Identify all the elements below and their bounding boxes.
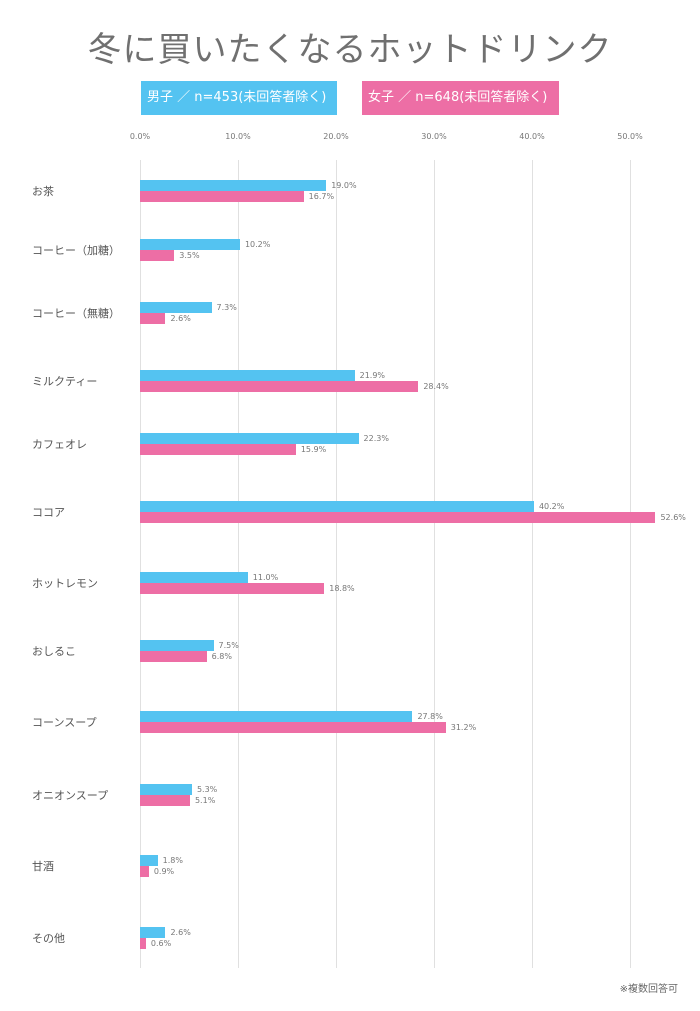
bar-female: [140, 722, 446, 733]
x-tick-label: 30.0%: [421, 132, 447, 141]
data-label: 0.6%: [150, 939, 172, 948]
data-label: 6.8%: [211, 652, 232, 661]
data-label: 28.4%: [423, 382, 449, 391]
data-label: 7.5%: [218, 641, 239, 650]
bar-male: [140, 711, 413, 722]
bar-male: [140, 640, 214, 651]
data-label: 21.9%: [359, 371, 386, 380]
x-tick-label: 40.0%: [519, 132, 545, 141]
data-label: 31.2%: [450, 723, 477, 732]
x-tick-label: 20.0%: [323, 132, 349, 141]
bar-male: [140, 784, 192, 795]
x-tick-label: 10.0%: [225, 132, 251, 141]
category-label: カフェオレ: [32, 438, 87, 451]
data-label: 22.3%: [363, 434, 389, 443]
category-label: 甘酒: [32, 860, 54, 873]
bar-male: [140, 302, 212, 313]
x-tick-label: 50.0%: [617, 132, 643, 141]
bar-female: [140, 938, 146, 949]
bar-female: [140, 583, 325, 594]
data-label: 19.0%: [331, 181, 357, 190]
data-label: 18.8%: [329, 584, 355, 593]
gridline: [630, 160, 631, 968]
chart-title: 冬に買いたくなるホットドリンク: [87, 30, 613, 70]
data-label: 0.9%: [153, 867, 175, 876]
bar-female: [140, 795, 190, 806]
bar-male: [140, 370, 355, 381]
data-label: 3.5%: [179, 251, 200, 260]
category-label: コーヒー（加糖）: [32, 244, 120, 257]
category-label: コーンスープ: [32, 716, 97, 729]
category-label: オニオンスープ: [32, 789, 109, 802]
category-label: おしるこ: [32, 645, 76, 658]
category-label: ココア: [32, 506, 65, 519]
bar-female: [140, 250, 175, 261]
data-label: 40.2%: [538, 502, 565, 511]
bar-male: [140, 433, 359, 444]
data-label: 27.8%: [417, 712, 443, 721]
bar-male: [140, 572, 248, 583]
data-label: 5.1%: [194, 796, 216, 805]
data-label: 7.3%: [216, 303, 237, 312]
bar-female: [140, 191, 304, 202]
bar-female: [140, 313, 166, 324]
gridline: [336, 160, 337, 968]
category-label: コーヒー（無糖）: [32, 307, 120, 320]
bar-male: [140, 855, 158, 866]
x-tick-label: 0.0%: [129, 132, 151, 141]
data-label: 1.8%: [162, 856, 183, 865]
data-label: 52.6%: [660, 513, 686, 522]
bar-female: [140, 651, 207, 662]
gridline: [434, 160, 435, 968]
legend-female: 女子 ／ n=648(未回答者除く): [362, 81, 559, 115]
gridline: [238, 160, 239, 968]
legend-male: 男子 ／ n=453(未回答者除く): [141, 81, 337, 115]
data-label: 16.7%: [308, 192, 335, 201]
data-label: 2.6%: [170, 928, 191, 937]
category-label: お茶: [32, 185, 54, 198]
category-label: その他: [32, 932, 65, 945]
data-label: 10.2%: [244, 240, 271, 249]
gridline: [140, 160, 141, 968]
bar-female: [140, 512, 656, 523]
bar-male: [140, 239, 240, 250]
bar-female: [140, 381, 419, 392]
category-label: ホットレモン: [32, 577, 98, 590]
bar-male: [140, 501, 534, 512]
footnote: ※複数回答可: [619, 984, 678, 995]
data-label: 5.3%: [196, 785, 218, 794]
data-label: 11.0%: [252, 573, 279, 582]
data-label: 15.9%: [300, 445, 327, 454]
bar-female: [140, 444, 296, 455]
bar-male: [140, 927, 166, 938]
data-label: 2.6%: [170, 314, 191, 323]
bar-male: [140, 180, 327, 191]
category-label: ミルクティー: [32, 375, 98, 388]
bar-female: [140, 866, 149, 877]
gridline: [532, 160, 533, 968]
